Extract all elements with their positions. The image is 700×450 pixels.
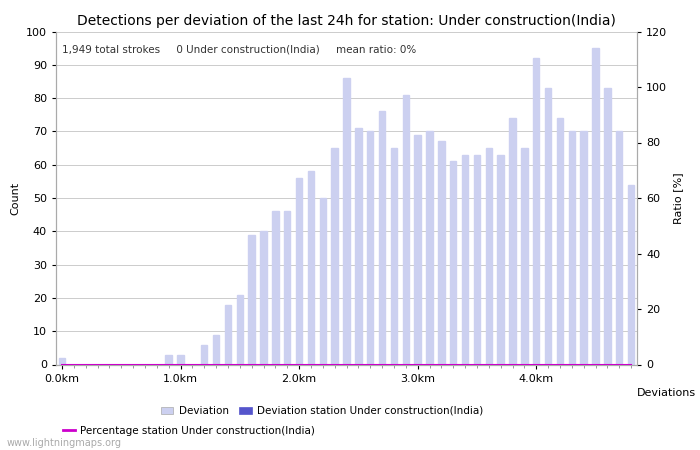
- Bar: [284, 212, 290, 364]
- Text: www.lightningmaps.org: www.lightningmaps.org: [7, 438, 122, 448]
- Legend: Percentage station Under construction(India): Percentage station Under construction(In…: [59, 422, 319, 440]
- Title: Detections per deviation of the last 24h for station: Under construction(India): Detections per deviation of the last 24h…: [77, 14, 616, 27]
- Bar: [509, 118, 516, 364]
- Bar: [213, 334, 219, 365]
- Bar: [628, 184, 634, 364]
- Bar: [237, 295, 243, 364]
- Bar: [545, 88, 552, 365]
- Bar: [556, 118, 564, 364]
- Bar: [604, 88, 610, 365]
- Bar: [319, 198, 326, 364]
- Bar: [462, 155, 468, 364]
- Bar: [592, 48, 598, 364]
- Bar: [343, 78, 350, 365]
- Bar: [355, 128, 362, 365]
- Bar: [402, 95, 409, 364]
- Bar: [201, 345, 207, 364]
- Bar: [225, 305, 231, 365]
- Bar: [521, 148, 528, 364]
- Bar: [474, 155, 480, 364]
- Bar: [568, 131, 575, 364]
- Legend: Deviation, Deviation station Under construction(India): Deviation, Deviation station Under const…: [157, 402, 487, 420]
- Bar: [177, 355, 184, 365]
- Bar: [59, 358, 65, 364]
- Bar: [616, 131, 622, 364]
- Bar: [260, 231, 267, 364]
- Bar: [272, 212, 279, 364]
- Bar: [391, 148, 397, 364]
- Bar: [414, 135, 421, 364]
- Bar: [580, 131, 587, 364]
- Bar: [486, 148, 492, 364]
- Bar: [248, 234, 255, 364]
- Bar: [426, 131, 433, 364]
- Bar: [165, 355, 172, 365]
- Bar: [438, 141, 444, 364]
- Y-axis label: Count: Count: [10, 181, 20, 215]
- Text: Deviations: Deviations: [637, 388, 696, 398]
- Bar: [308, 171, 314, 364]
- Bar: [450, 162, 456, 364]
- Text: 1,949 total strokes     0 Under construction(India)     mean ratio: 0%: 1,949 total strokes 0 Under construction…: [62, 45, 416, 55]
- Bar: [498, 155, 504, 364]
- Bar: [331, 148, 338, 364]
- Bar: [367, 131, 374, 364]
- Y-axis label: Ratio [%]: Ratio [%]: [673, 172, 682, 224]
- Bar: [296, 178, 302, 364]
- Bar: [379, 112, 385, 364]
- Bar: [533, 58, 540, 365]
